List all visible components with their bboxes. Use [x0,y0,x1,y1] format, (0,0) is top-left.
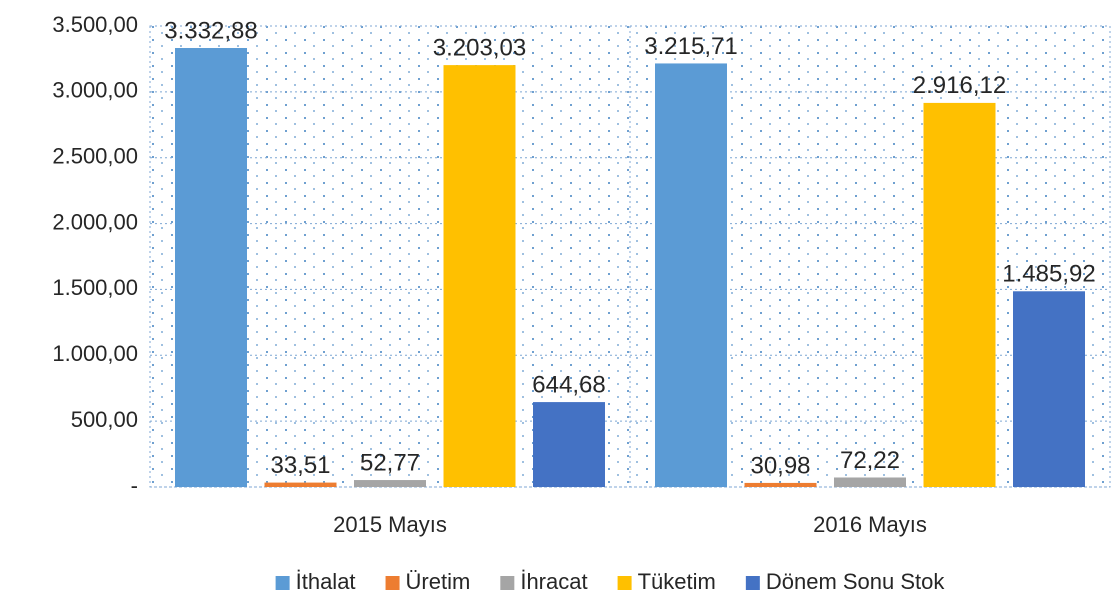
bar [443,65,516,488]
legend-swatch [617,576,632,590]
legend-label: İthalat [296,569,356,594]
legend-swatch [745,576,760,590]
y-tick-label: 1.000,00 [52,341,138,366]
y-tick-label: 1.500,00 [52,275,138,300]
value-label: 3.215,71 [644,33,737,60]
legend-label: Üretim [406,569,471,594]
value-label: 2.916,12 [913,72,1006,99]
bar [744,482,817,487]
value-label: 30,98 [750,452,810,479]
bar [655,63,727,487]
bar [354,480,426,487]
legend-label: Dönem Sonu Stok [766,569,946,594]
value-label: 1.485,92 [1002,261,1095,288]
bar [834,477,906,487]
bar [923,102,996,487]
legend-label: Tüketim [638,569,716,594]
y-tick-label: - [131,473,138,498]
value-label: 3.332,88 [164,17,257,44]
value-label: 72,22 [840,447,900,474]
bar [264,482,337,487]
legend-swatch [500,576,515,590]
x-tick-label: 2015 Mayıs [333,512,447,537]
value-label: 644,68 [532,371,605,398]
y-tick-label: 500,00 [71,407,138,432]
value-label: 33,51 [270,452,330,479]
legend-swatch [385,576,400,590]
y-tick-label: 3.500,00 [52,12,138,37]
y-tick-label: 3.000,00 [52,78,138,103]
y-tick-label: 2.500,00 [52,144,138,169]
bar [175,48,247,488]
bar [533,402,605,487]
y-tick-label: 2.000,00 [52,209,138,234]
bar [1013,291,1085,487]
value-label: 52,77 [360,449,420,476]
x-tick-label: 2016 Mayıs [813,512,927,537]
legend-label: İhracat [520,569,587,594]
value-label: 3.203,03 [433,34,526,61]
legend-swatch [275,576,290,590]
